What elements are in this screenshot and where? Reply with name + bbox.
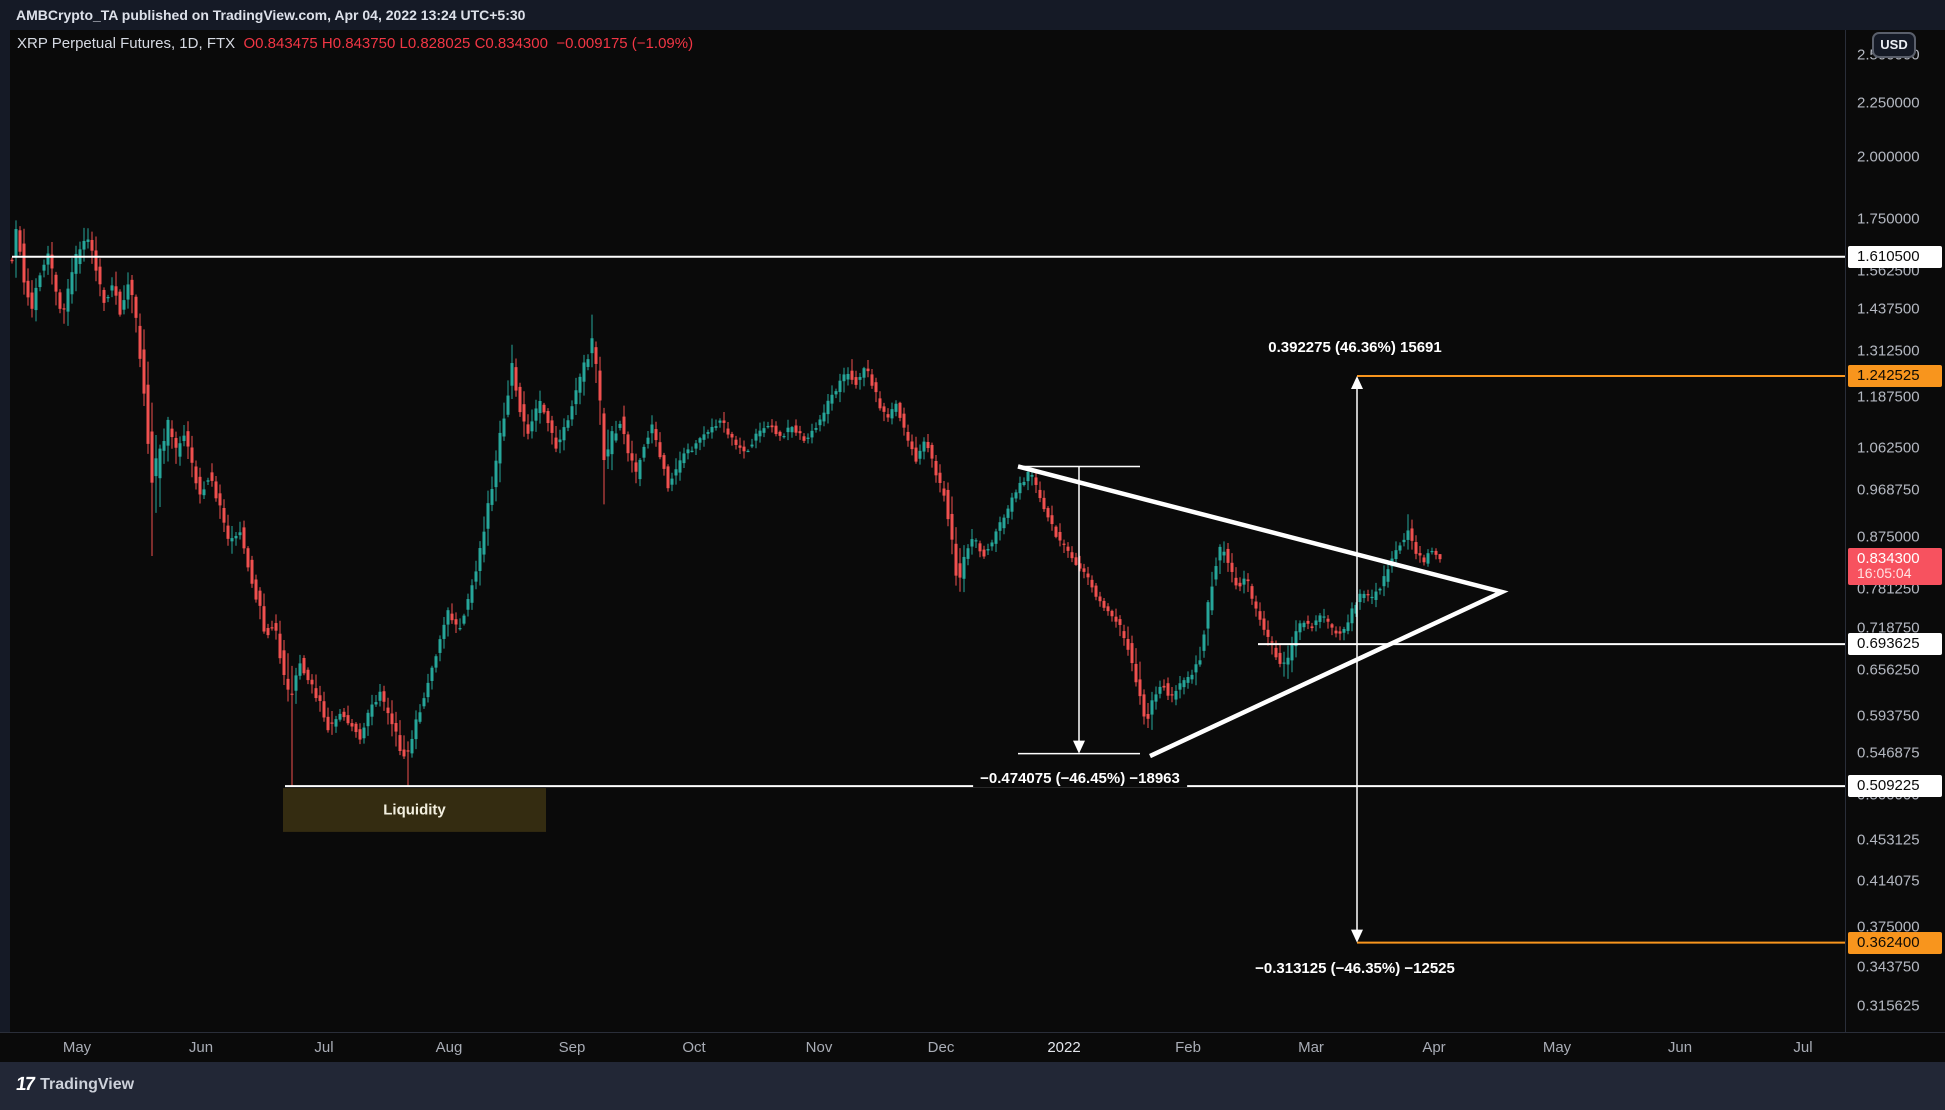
price-tick: 2.000000 <box>1857 148 1920 166</box>
price-tag-1.610500[interactable]: 1.610500 <box>1848 245 1942 268</box>
price-tick: 0.968750 <box>1857 481 1920 499</box>
time-tick-Aug: Aug <box>435 1039 463 1056</box>
price-tick: 0.414075 <box>1857 872 1920 890</box>
tradingview-logo[interactable]: 17 TradingView <box>14 1074 135 1096</box>
footer-bar: 17 TradingView <box>0 1062 1945 1110</box>
price-tick: 0.593750 <box>1857 707 1920 725</box>
price-tick: 0.875000 <box>1857 528 1920 546</box>
tradingview-logo-icon: 17 <box>14 1074 35 1095</box>
price-tick: 1.750000 <box>1857 210 1920 228</box>
publish-title: AMBCrypto_TA published on TradingView.co… <box>16 7 526 23</box>
candlestick-series <box>10 220 1442 787</box>
price-tick: 1.312500 <box>1857 342 1920 360</box>
liquidity-zone-label[interactable]: Liquidity <box>383 801 446 819</box>
measure-range-breakout[interactable] <box>1351 376 1363 943</box>
time-tick-Jun: Jun <box>188 1039 214 1056</box>
price-chart-canvas[interactable] <box>0 0 1945 1062</box>
price-tick: 0.375000 <box>1857 918 1920 936</box>
time-tick-Dec: Dec <box>927 1039 955 1056</box>
range-label-down-1[interactable]: −0.474075 (−46.45%) −18963 <box>973 770 1187 787</box>
ohlc-change: −0.009175 (−1.09%) <box>556 35 694 52</box>
time-axis[interactable]: May Jun Jul Aug Sep Oct Nov Dec 2022 Feb Mar Apr May… <box>0 1032 1945 1063</box>
time-tick-2022: 2022 <box>1047 1039 1081 1056</box>
price-tick: 0.718750 <box>1857 619 1920 637</box>
chart-plot-area[interactable] <box>0 30 1845 1032</box>
symbol-name[interactable]: XRP Perpetual Futures, 1D, FTX <box>17 35 236 52</box>
range-label-down-2[interactable]: −0.313125 (−46.35%) −12525 <box>1248 960 1462 977</box>
time-tick-Nov: Nov <box>805 1039 833 1056</box>
time-tick-May: May <box>1542 1039 1572 1056</box>
range-label-up[interactable]: 0.392275 (46.36%) 15691 <box>1261 339 1449 356</box>
ohlc-close: C0.834300 <box>474 35 548 52</box>
currency-toggle-usd[interactable]: USD <box>1872 32 1916 58</box>
liquidity-zone-box[interactable] <box>283 788 546 832</box>
time-tick-Jul: Jul <box>1793 1039 1813 1056</box>
chart-left-gutter <box>0 30 10 1062</box>
time-tick-Sep: Sep <box>558 1039 586 1056</box>
price-tick: 1.187500 <box>1857 388 1920 406</box>
time-tick-May: May <box>62 1039 92 1056</box>
price-tag-1.242525[interactable]: 1.242525 <box>1848 365 1942 388</box>
ohlc-low: L0.828025 <box>399 35 471 52</box>
price-tag-0.693625[interactable]: 0.693625 <box>1848 633 1942 656</box>
price-tick: 0.546875 <box>1857 744 1920 762</box>
tradingview-brand-text: TradingView <box>40 1076 135 1093</box>
publish-topbar: AMBCrypto_TA published on TradingView.co… <box>0 0 1945 30</box>
time-tick-Jun: Jun <box>1667 1039 1693 1056</box>
ohlc-high: H0.843750 <box>321 35 396 52</box>
price-tick: 0.656250 <box>1857 661 1920 679</box>
price-tag-0.362400[interactable]: 0.362400 <box>1848 931 1942 954</box>
price-tag-0.834300[interactable]: 0.834300 16:05:04 <box>1848 548 1942 586</box>
price-tick: 1.437500 <box>1857 300 1920 318</box>
time-tick-Jul: Jul <box>314 1039 334 1056</box>
time-tick-Mar: Mar <box>1298 1039 1324 1056</box>
price-tick: 0.343750 <box>1857 958 1920 976</box>
measure-range-triangle-height[interactable] <box>1018 465 1140 755</box>
ohlc-open: O0.843475 <box>243 35 318 52</box>
time-tick-Oct: Oct <box>682 1039 706 1056</box>
price-tick: 0.781250 <box>1857 580 1920 598</box>
price-axis[interactable]: USD 2.5000002.2500002.0000001.7500001.56… <box>1845 30 1945 1032</box>
time-tick-Apr: Apr <box>1422 1039 1446 1056</box>
price-tick: 0.453125 <box>1857 831 1920 849</box>
triangle-pattern[interactable] <box>1017 464 1509 759</box>
countdown-timer: 16:05:04 <box>1857 565 1912 582</box>
symbol-legend[interactable]: XRP Perpetual Futures, 1D, FTX O0.843475… <box>17 35 693 52</box>
time-tick-Feb: Feb <box>1175 1039 1201 1056</box>
price-tag-0.509225[interactable]: 0.509225 <box>1848 775 1942 798</box>
price-tick: 2.250000 <box>1857 94 1920 112</box>
price-tick: 0.315625 <box>1857 997 1920 1015</box>
price-tick: 1.062500 <box>1857 439 1920 457</box>
